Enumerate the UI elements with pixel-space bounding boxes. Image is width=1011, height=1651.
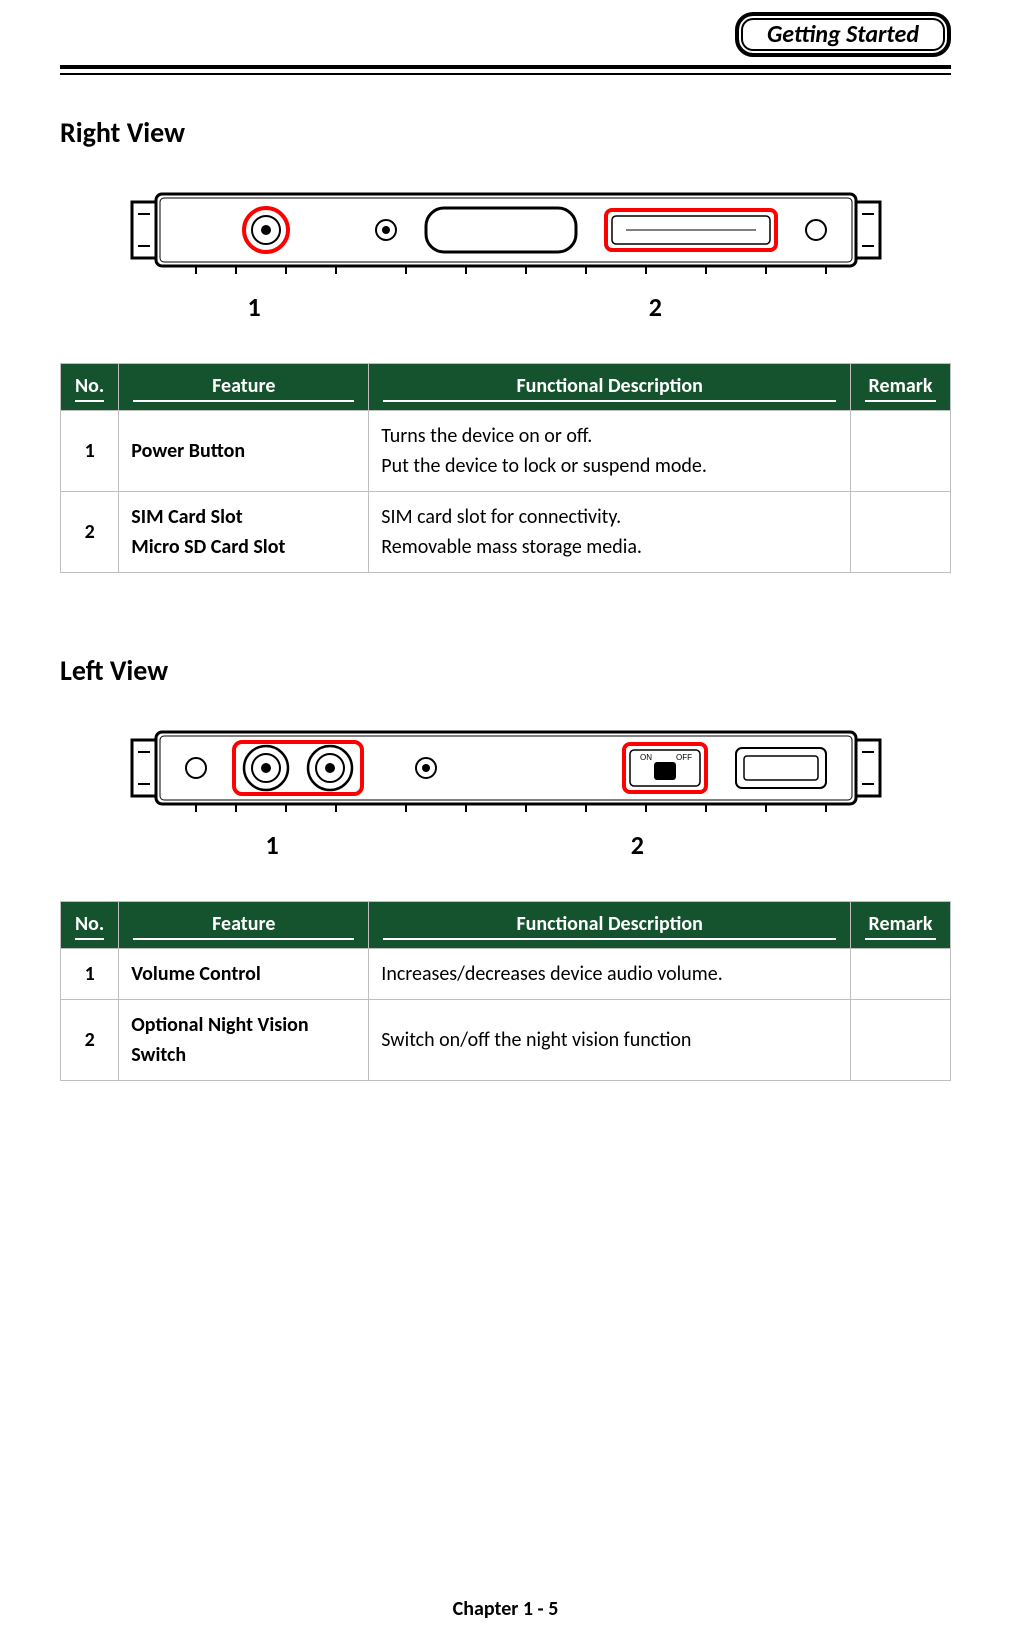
col-no: No.	[61, 364, 119, 411]
cell-remark	[851, 949, 951, 1000]
left-view-labels: 1 2	[126, 829, 886, 861]
right-view-label-1: 1	[248, 291, 261, 323]
header-row: Getting Started	[60, 12, 951, 57]
header-divider	[60, 65, 951, 75]
cell-no: 2	[61, 1000, 119, 1081]
right-view-labels: 1 2	[126, 291, 886, 323]
table-row: 2 SIM Card SlotMicro SD Card Slot SIM ca…	[61, 492, 951, 573]
table-row: 1 Power Button Turns the device on or of…	[61, 411, 951, 492]
col-no: No.	[61, 902, 119, 949]
cell-feature: SIM Card SlotMicro SD Card Slot	[119, 492, 369, 573]
cell-desc: Turns the device on or off.Put the devic…	[369, 411, 851, 492]
table-header-row: No. Feature Functional Description Remar…	[61, 902, 951, 949]
right-view-label-2: 2	[649, 291, 662, 323]
cell-desc: SIM card slot for connectivity.Removable…	[369, 492, 851, 573]
page-footer: Chapter 1 - 5	[0, 1597, 1011, 1621]
cell-no: 1	[61, 949, 119, 1000]
page: Getting Started Right View	[0, 0, 1011, 1651]
svg-text:OFF: OFF	[676, 753, 692, 762]
table-header-row: No. Feature Functional Description Remar…	[61, 364, 951, 411]
cell-desc: Increases/decreases device audio volume.	[369, 949, 851, 1000]
left-view-diagram: ON OFF 1 2	[126, 718, 886, 861]
cell-feature: Optional Night Vision Switch	[119, 1000, 369, 1081]
left-view-table: No. Feature Functional Description Remar…	[60, 901, 951, 1081]
cell-remark	[851, 411, 951, 492]
col-desc: Functional Description	[369, 364, 851, 411]
left-view-label-1: 1	[266, 829, 279, 861]
col-feature: Feature	[119, 364, 369, 411]
right-view-table: No. Feature Functional Description Remar…	[60, 363, 951, 573]
cell-remark	[851, 492, 951, 573]
cell-feature: Power Button	[119, 411, 369, 492]
right-view-title: Right View	[60, 115, 951, 150]
svg-text:ON: ON	[640, 753, 652, 762]
col-feature: Feature	[119, 902, 369, 949]
cell-desc: Switch on/off the night vision function	[369, 1000, 851, 1081]
table-row: 2 Optional Night Vision Switch Switch on…	[61, 1000, 951, 1081]
header-badge: Getting Started	[735, 12, 951, 57]
right-view-diagram: 1 2	[126, 180, 886, 323]
left-view-label-2: 2	[631, 829, 644, 861]
col-remark: Remark	[851, 902, 951, 949]
cell-feature: Volume Control	[119, 949, 369, 1000]
cell-no: 2	[61, 492, 119, 573]
cell-no: 1	[61, 411, 119, 492]
col-desc: Functional Description	[369, 902, 851, 949]
table-row: 1 Volume Control Increases/decreases dev…	[61, 949, 951, 1000]
cell-remark	[851, 1000, 951, 1081]
col-remark: Remark	[851, 364, 951, 411]
left-view-title: Left View	[60, 653, 951, 688]
